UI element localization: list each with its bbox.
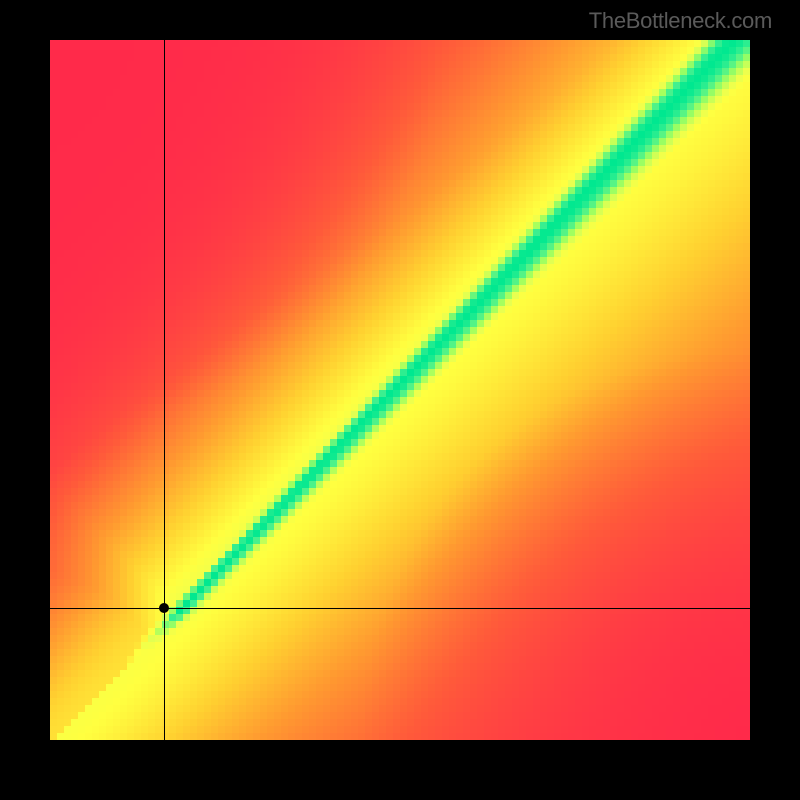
crosshair-vertical xyxy=(164,40,165,740)
watermark-label: TheBottleneck.com xyxy=(589,8,772,34)
data-point-marker xyxy=(159,603,169,613)
heatmap-canvas xyxy=(50,40,750,740)
crosshair-horizontal xyxy=(50,608,750,609)
heatmap-plot-area xyxy=(50,40,750,740)
